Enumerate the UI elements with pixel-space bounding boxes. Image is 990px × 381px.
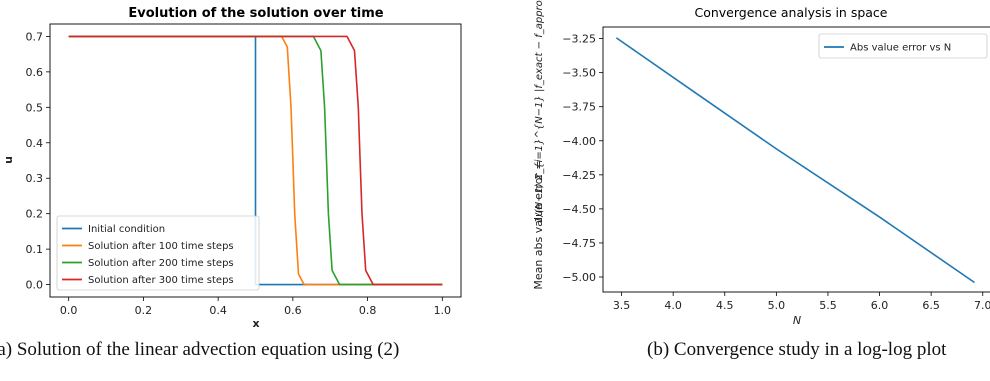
- chart-b-frame: [602, 26, 990, 293]
- chart-a-frame: [49, 23, 462, 298]
- legend-entry: Solution after 200 time steps: [88, 258, 234, 269]
- chart-a-title: Evolution of the solution over time: [128, 6, 383, 21]
- x-tick-label: 4.0: [664, 299, 682, 312]
- y-tick-label: 0.3: [26, 172, 44, 185]
- chart-b-x-ticks: 3.5 4.0 4.5 5.0 5.5 6.0 6.5 7.0: [613, 292, 990, 312]
- x-tick-label: 0.2: [135, 304, 153, 317]
- legend-entry: Initial condition: [88, 224, 165, 235]
- x-tick-label: 0.0: [60, 304, 78, 317]
- chart-a: Evolution of the solution over time 0.0 0…: [2, 6, 462, 330]
- series-line-4: [68, 35, 443, 286]
- chart-a-legend: Initial condition Solution after 100 time…: [56, 215, 260, 291]
- x-tick-label: 0.6: [284, 304, 302, 317]
- y-tick-label: −4.50: [562, 203, 596, 216]
- x-tick-label: 6.5: [922, 299, 940, 312]
- legend-entry: Solution after 100 time steps: [88, 241, 234, 252]
- x-tick-label: 7.0: [974, 299, 990, 312]
- x-tick-label: 6.0: [871, 299, 889, 312]
- chart-b-y-label-formula: 1/(N−1) Σ_{i=1}^{N−1} |f_exact − f_appro…: [534, 0, 545, 223]
- y-tick-label: −3.25: [562, 33, 596, 46]
- y-tick-label: 0.4: [26, 137, 44, 150]
- y-tick-label: −4.25: [562, 169, 596, 182]
- y-tick-label: −3.75: [562, 101, 596, 114]
- series-line-1: [615, 37, 975, 284]
- series-line-2: [68, 35, 443, 286]
- x-tick-label: 5.0: [768, 299, 786, 312]
- legend-box: [56, 215, 260, 291]
- y-tick-label: −3.50: [562, 67, 596, 80]
- y-tick-label: 0.6: [26, 66, 44, 79]
- x-tick-label: 5.5: [819, 299, 837, 312]
- chart-b-legend: Abs value error vs N: [818, 33, 988, 59]
- x-tick-label: 1.0: [434, 304, 452, 317]
- chart-b-y-label-text: Mean abs value error =: [532, 160, 545, 289]
- y-tick-label: −5.00: [562, 271, 596, 284]
- y-tick-label: 0.2: [26, 208, 44, 221]
- x-tick-label: 4.5: [716, 299, 734, 312]
- chart-b-y-label: Mean abs value error = 1/(N−1) Σ_{i=1}^{…: [532, 0, 545, 290]
- x-tick-label: 3.5: [613, 299, 631, 312]
- chart-b-x-label: N: [793, 314, 801, 327]
- y-tick-label: −4.00: [562, 135, 596, 148]
- chart-b: Convergence analysis in space 3.5 4.0 4.5 5…: [532, 0, 990, 327]
- y-tick-label: 0.5: [26, 101, 44, 114]
- chart-a-y-label: u: [2, 156, 15, 164]
- legend-entry: Abs value error vs N: [850, 43, 951, 54]
- chart-a-y-ticks: 0.0 0.1 0.2 0.3 0.4 0.5 0.6 0.7: [26, 30, 50, 292]
- chart-b-y-ticks: −3.25 −3.50 −3.75 −4.00 −4.25 −4.50 −4.75 −5.00: [562, 33, 603, 284]
- chart-a-x-label: x: [252, 317, 259, 330]
- caption-b: (b) Convergence study in a log-log plot: [647, 339, 947, 360]
- chart-a-x-ticks: 0.0 0.2 0.4 0.6 0.8 1.0: [60, 297, 451, 317]
- x-tick-label: 0.4: [209, 304, 227, 317]
- chart-a-plot-area: [68, 35, 443, 286]
- legend-entry: Solution after 300 time steps: [88, 275, 234, 286]
- y-tick-label: −4.75: [562, 237, 596, 250]
- y-tick-label: 0.0: [26, 279, 44, 292]
- x-tick-label: 0.8: [359, 304, 377, 317]
- caption-a: (a) Solution of the linear advection equ…: [0, 339, 400, 360]
- y-tick-label: 0.7: [26, 30, 44, 43]
- series-line-3: [68, 35, 443, 286]
- chart-b-title: Convergence analysis in space: [694, 5, 887, 20]
- legend-box: [818, 33, 988, 59]
- chart-b-plot-area: [615, 37, 975, 284]
- y-tick-label: 0.1: [26, 243, 44, 256]
